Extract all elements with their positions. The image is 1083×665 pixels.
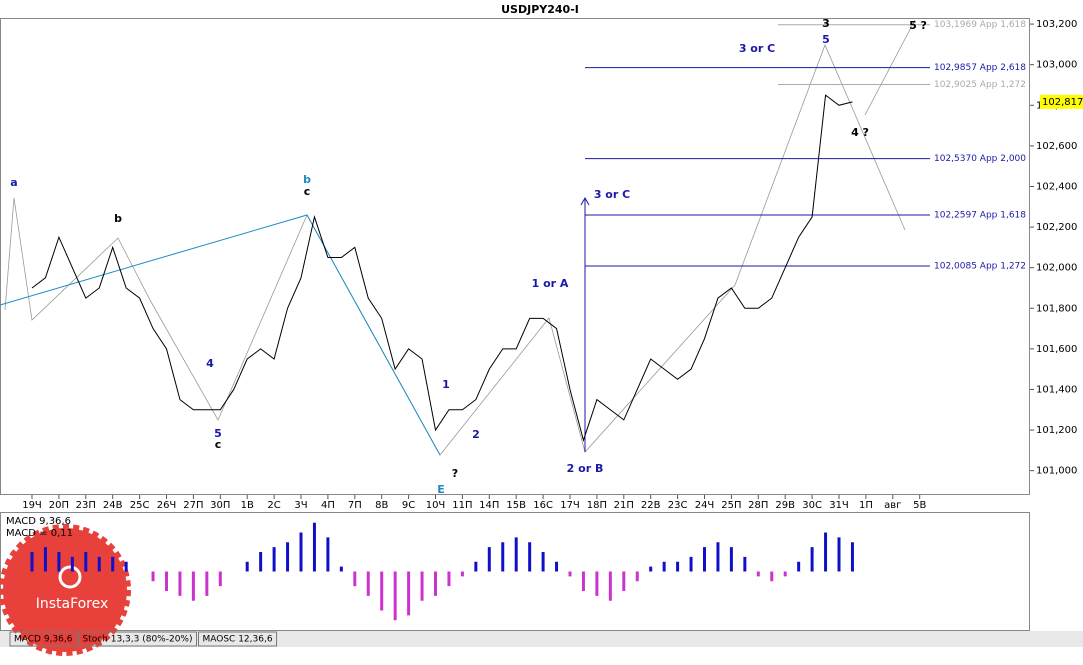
- wave-label: 1 or A: [532, 277, 569, 290]
- x-tick-label: 10Ч: [426, 500, 446, 511]
- wave-label: 2 or B: [567, 462, 604, 475]
- level-label: 102,9857 App 2,618: [934, 63, 1026, 73]
- tab-bar: [0, 631, 1083, 647]
- x-tick-label: 11П: [452, 500, 472, 511]
- y-tick-label: 102,600: [1036, 141, 1077, 152]
- logo: InstaForex: [0, 524, 131, 656]
- x-tick-label: 23С: [668, 500, 688, 511]
- price-frame: [0, 18, 1030, 495]
- x-tick-label: 17Ч: [560, 500, 580, 511]
- macd-value: MACD = 0,11: [6, 528, 73, 539]
- wave-label: 3 or C: [739, 42, 775, 55]
- x-tick-label: 26Ч: [157, 500, 177, 511]
- wave-line-blue: [0, 214, 441, 456]
- y-tick-label: 101,200: [1036, 425, 1077, 436]
- x-tick-label: 30С: [802, 500, 822, 511]
- x-tick-label: 16С: [533, 500, 553, 511]
- x-tick-label: 5В: [913, 500, 926, 511]
- x-tick-label: 3Ч: [294, 500, 307, 511]
- x-tick-label: 1П: [859, 500, 873, 511]
- last-price-box: [1040, 94, 1083, 109]
- y-tick-label: 102,200: [1036, 222, 1077, 233]
- x-tick-label: 28П: [748, 500, 768, 511]
- wave-label: 4 ?: [851, 126, 869, 139]
- wave-label: 2: [472, 428, 480, 441]
- x-tick-label: 14П: [479, 500, 499, 511]
- tab-frame: [198, 631, 278, 647]
- y-tick-label: 101,000: [1036, 466, 1077, 477]
- x-tick-label: 1В: [241, 500, 254, 511]
- x-tick-label: авг: [884, 500, 901, 511]
- x-tick-label: 24В: [103, 500, 123, 511]
- last-price-label: 102,817: [1042, 97, 1083, 108]
- x-tick-label: 4П: [321, 500, 335, 511]
- x-tick-label: 21П: [614, 500, 634, 511]
- level-label: 102,0085 App 1,272: [934, 261, 1026, 271]
- y-tick-label: 101,600: [1036, 344, 1077, 355]
- x-tick-label: 30П: [210, 500, 230, 511]
- wave-label: b: [303, 173, 311, 186]
- wave-label: 5: [214, 427, 222, 440]
- arrow-head: [580, 196, 590, 206]
- x-tick-label: 31Ч: [829, 500, 849, 511]
- x-tick-label: 29В: [775, 500, 795, 511]
- x-tick-label: 8В: [375, 500, 388, 511]
- x-tick-label: 15В: [506, 500, 526, 511]
- x-tick-label: 22В: [641, 500, 661, 511]
- wave-label: 5: [822, 33, 830, 46]
- chart-title: USDJPY240-I: [501, 3, 579, 16]
- y-tick-label: 102,000: [1036, 263, 1077, 274]
- x-tick-label: 25С: [130, 500, 150, 511]
- logo-text: InstaForex: [36, 596, 109, 612]
- y-tick-label: 102,400: [1036, 181, 1077, 192]
- y-tick-label: 103,000: [1036, 60, 1077, 71]
- x-tick-label: 9С: [402, 500, 415, 511]
- indicator-tab: MACD 9,36,6: [14, 635, 73, 645]
- price-line: [31, 94, 853, 442]
- macd-title: MACD 9,36,6: [6, 516, 71, 527]
- tab-frame: [9, 631, 77, 647]
- level-label: 102,5370 App 2,000: [934, 154, 1026, 164]
- wave-label: 3 or C: [594, 188, 630, 201]
- x-tick-label: 7П: [348, 500, 362, 511]
- wave-label: b: [114, 212, 122, 225]
- macd-frame: [0, 512, 1030, 631]
- x-tick-label: 19Ч: [22, 500, 42, 511]
- x-tick-label: 24Ч: [695, 500, 715, 511]
- x-tick-label: 18П: [587, 500, 607, 511]
- level-label: 102,2597 App 1,618: [934, 210, 1026, 220]
- x-tick-label: 27П: [183, 500, 203, 511]
- wave-label: 5 ?: [909, 19, 927, 32]
- wave-label: ?: [452, 467, 458, 480]
- x-tick-label: 25П: [721, 500, 741, 511]
- wave-label: a: [10, 176, 17, 189]
- wave-label: 1: [442, 378, 450, 391]
- x-tick-label: 2С: [267, 500, 280, 511]
- wave-label: c: [215, 438, 222, 451]
- level-label: 102,9025 App 1,272: [934, 80, 1026, 90]
- y-tick-label: 101,400: [1036, 384, 1077, 395]
- tab-frame: [77, 631, 197, 647]
- indicator-tab: Stoch 13,3,3 (80%-20%): [82, 635, 192, 645]
- wave-label: c: [304, 185, 311, 198]
- indicator-tab: MAOSC 12,36,6: [203, 635, 273, 645]
- y-tick-label: 101,800: [1036, 303, 1077, 314]
- wave-label: E: [437, 483, 445, 496]
- y-tick-label: 103,200: [1036, 19, 1077, 30]
- x-tick-label: 23П: [76, 500, 96, 511]
- level-label: 103,1969 App 1,618: [934, 20, 1026, 30]
- wave-label: 4: [206, 357, 214, 370]
- wave-label: 3: [822, 17, 830, 30]
- x-tick-label: 20П: [49, 500, 69, 511]
